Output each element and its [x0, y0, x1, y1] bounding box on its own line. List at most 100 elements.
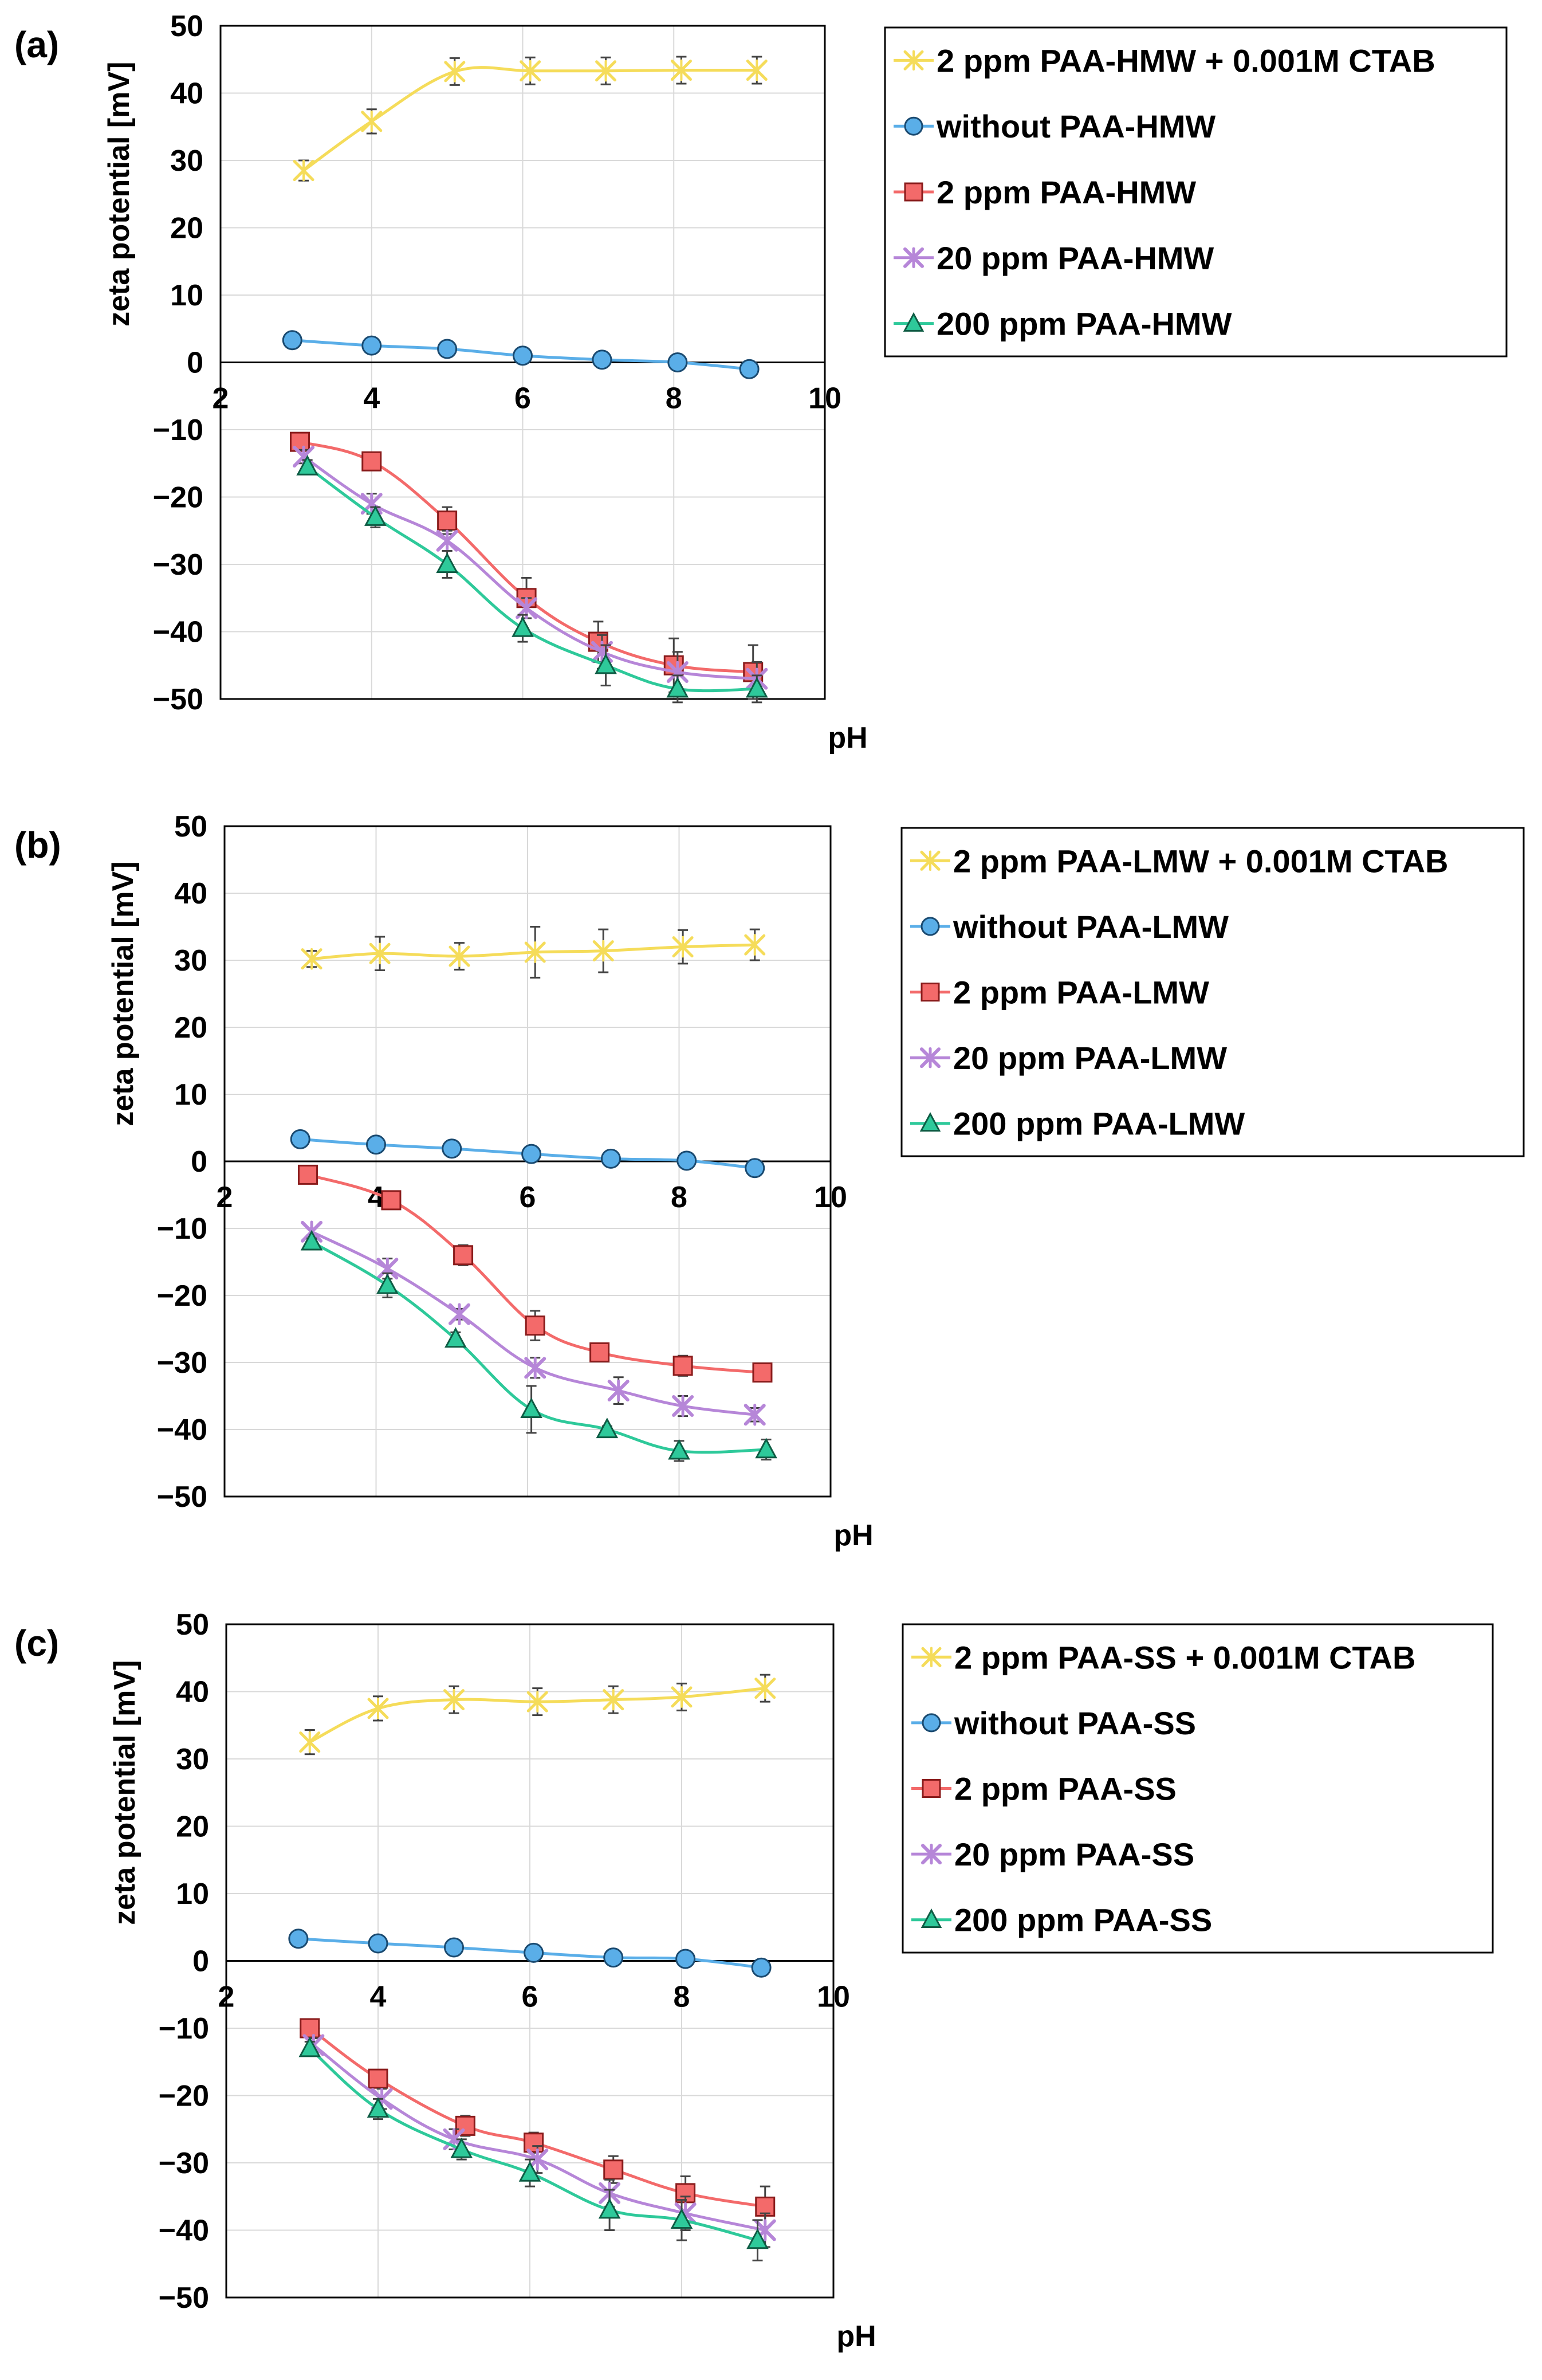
data-point	[300, 1230, 323, 1251]
y-tick-label: −40	[159, 2214, 209, 2248]
y-tick-label: 0	[187, 347, 203, 380]
legend: 2 ppm PAA-SS + 0.001M CTAB without PAA-SS…	[902, 1623, 1494, 1954]
data-point	[666, 677, 689, 698]
data-point	[297, 1164, 318, 1185]
y-tick-label: 50	[170, 10, 203, 43]
x-tick-label: 6	[520, 1181, 536, 1214]
y-tick-label: 30	[174, 944, 207, 977]
series-1	[288, 1929, 772, 1978]
data-point	[524, 941, 546, 963]
y-tick-label: −40	[153, 616, 203, 649]
data-point	[366, 1134, 386, 1155]
legend: 2 ppm PAA-LMW + 0.001M CTAB without PAA-L…	[900, 827, 1525, 1157]
legend-label: 2 ppm PAA-LMW + 0.001M CTAB	[953, 843, 1448, 879]
series-2	[297, 1164, 773, 1383]
series-4	[298, 2036, 769, 2261]
data-point	[672, 936, 694, 958]
x-axis-title: pH	[833, 1519, 873, 1552]
y-tick-label: 30	[176, 1743, 209, 1776]
y-tick-label: −20	[157, 1279, 207, 1313]
y-tick-label: −10	[159, 2012, 209, 2045]
legend-marker	[921, 1647, 942, 1668]
data-point	[361, 111, 383, 132]
data-point	[526, 1691, 548, 1713]
y-tick-label: −30	[159, 2147, 209, 2180]
y-tick-label: 40	[174, 877, 207, 910]
data-point	[672, 1395, 694, 1417]
data-point	[592, 940, 614, 962]
data-point	[437, 510, 458, 531]
data-point	[596, 1417, 619, 1439]
data-point	[744, 1403, 766, 1426]
legend-label: 20 ppm PAA-SS	[954, 1836, 1194, 1872]
legend-label: 2 ppm PAA-SS	[954, 1771, 1177, 1807]
legend-label: 200 ppm PAA-LMW	[953, 1106, 1245, 1142]
data-point	[448, 1303, 470, 1326]
data-point	[364, 505, 387, 526]
data-point	[436, 529, 458, 552]
series-1	[282, 330, 760, 379]
panel-label: (c)	[14, 1623, 59, 1664]
x-tick-label: 10	[817, 1981, 850, 2014]
legend-marker	[921, 917, 940, 936]
y-tick-label: 10	[174, 1078, 207, 1112]
legend-marker	[922, 1713, 941, 1733]
legend-box	[900, 827, 1525, 1157]
legend-label: 2 ppm PAA-HMW	[937, 174, 1196, 210]
data-point	[518, 2161, 541, 2182]
data-point	[746, 2228, 769, 2249]
data-point	[512, 616, 534, 637]
legend-box	[884, 26, 1508, 358]
data-point	[436, 552, 458, 574]
y-tick-label: −20	[153, 481, 203, 515]
data-point	[381, 1190, 402, 1211]
data-point	[521, 1144, 542, 1164]
legend-label: 2 ppm PAA-LMW	[953, 975, 1209, 1011]
data-point	[288, 1929, 309, 1949]
data-point	[598, 2198, 621, 2219]
x-tick-label: 8	[666, 382, 682, 415]
x-tick-label: 8	[671, 1181, 687, 1214]
legend-marker	[903, 50, 924, 71]
data-point	[676, 1150, 697, 1171]
data-point	[525, 1315, 545, 1336]
legend-marker	[919, 1112, 941, 1132]
series-line	[299, 440, 753, 674]
y-tick-label: −10	[157, 1212, 207, 1246]
legend-marker	[922, 1779, 941, 1798]
data-point	[369, 942, 391, 965]
data-point	[603, 2159, 624, 2180]
legend-marker	[920, 850, 941, 871]
data-point	[437, 339, 458, 359]
y-tick-label: 40	[176, 1676, 209, 1709]
data-point	[444, 61, 466, 83]
legend-marker	[921, 1908, 942, 1928]
series-3	[301, 1220, 766, 1426]
y-tick-label: 20	[174, 1011, 207, 1044]
data-point	[524, 2132, 544, 2153]
chart-panel-c: 50 40 30 20 10 0 −10 −20 −30 −40 −50 2 4 6 8 10 zeta pot…	[14, 1608, 1494, 2353]
data-point	[607, 1379, 630, 1402]
data-point	[668, 1439, 690, 1460]
data-point	[376, 1273, 399, 1294]
data-point	[745, 1158, 765, 1179]
data-point	[600, 1148, 621, 1169]
x-tick-label: 6	[514, 382, 531, 415]
data-point	[751, 1957, 772, 1978]
data-point	[361, 335, 382, 356]
data-point	[667, 352, 688, 372]
y-tick-label: 0	[192, 1945, 209, 1978]
legend-marker	[903, 247, 924, 269]
data-point	[589, 1342, 610, 1362]
data-point	[746, 59, 768, 81]
data-point	[670, 2208, 693, 2229]
data-point	[301, 948, 322, 970]
legend-label: without PAA-SS	[954, 1705, 1196, 1741]
legend: 2 ppm PAA-HMW + 0.001M CTAB without PAA-H…	[884, 26, 1508, 358]
data-point	[296, 454, 318, 476]
series-line	[310, 1240, 766, 1454]
data-point	[444, 1327, 467, 1348]
legend-label: 2 ppm PAA-SS + 0.001M CTAB	[954, 1639, 1415, 1675]
legend-box	[902, 1623, 1494, 1954]
